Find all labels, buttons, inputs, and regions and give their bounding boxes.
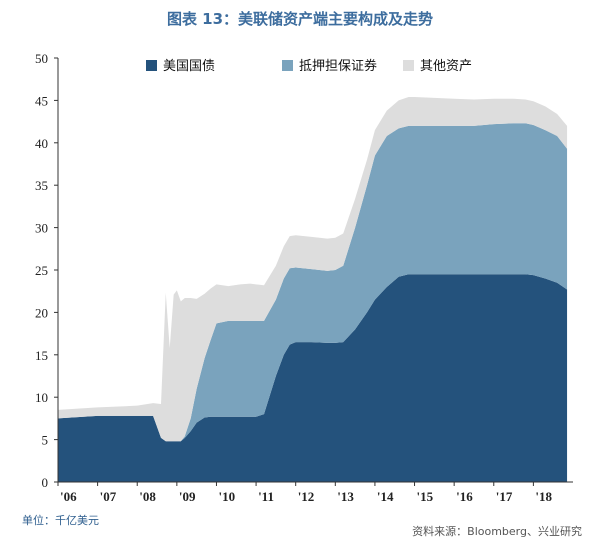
- legend-swatch-1: [282, 60, 293, 71]
- unit-note: 单位：千亿美元: [22, 514, 99, 527]
- y-tick-label: 35: [35, 178, 48, 193]
- y-tick-label: 20: [35, 305, 48, 320]
- legend: 美国国债 抵押担保证券 其他资产: [146, 58, 472, 74]
- x-tick-label: '13: [337, 489, 354, 504]
- x-tick-label: '06: [60, 489, 77, 504]
- y-tick-label: 50: [35, 51, 48, 66]
- legend-label-0: 美国国债: [163, 59, 215, 74]
- source-note: 资料来源：Bloomberg、兴业研究: [412, 525, 582, 538]
- y-tick-label: 30: [35, 221, 48, 236]
- x-tick-label: '18: [535, 489, 552, 504]
- y-tick-label: 40: [35, 136, 48, 151]
- area-series-1: [58, 123, 568, 442]
- y-tick-label: 10: [35, 390, 48, 405]
- x-tick-label: '14: [377, 489, 394, 504]
- x-tick-label: '07: [100, 489, 117, 504]
- x-tick-label: '17: [496, 489, 513, 504]
- y-tick-label: 45: [35, 93, 48, 108]
- x-tick-label: '12: [298, 489, 315, 504]
- area-series-0: [58, 274, 568, 482]
- axes-layer: 0 5 10 15 20 25 30 35 40 45 50 '06 '07 '08 '09 '10 '11 '1…: [35, 51, 573, 504]
- y-tick-label: 25: [35, 263, 48, 278]
- y-tick-label: 15: [35, 348, 48, 363]
- area-series-2: [58, 97, 568, 442]
- legend-label-1: 抵押担保证券: [299, 58, 377, 74]
- y-tick-label: 5: [42, 433, 49, 448]
- x-tick-label: '10: [218, 489, 235, 504]
- x-tick-label: '09: [179, 489, 196, 504]
- x-tick-label: '15: [417, 489, 434, 504]
- y-tick-label: 0: [42, 475, 49, 490]
- legend-swatch-2: [403, 60, 414, 71]
- x-tick-label: '11: [258, 489, 274, 504]
- x-tick-label: '16: [456, 489, 473, 504]
- area-layer: [58, 97, 568, 482]
- x-tick-label: '08: [139, 489, 156, 504]
- chart-title: 图表 13：美联储资产端主要构成及走势: [166, 10, 434, 28]
- legend-swatch-0: [146, 60, 157, 71]
- legend-label-2: 其他资产: [420, 59, 472, 74]
